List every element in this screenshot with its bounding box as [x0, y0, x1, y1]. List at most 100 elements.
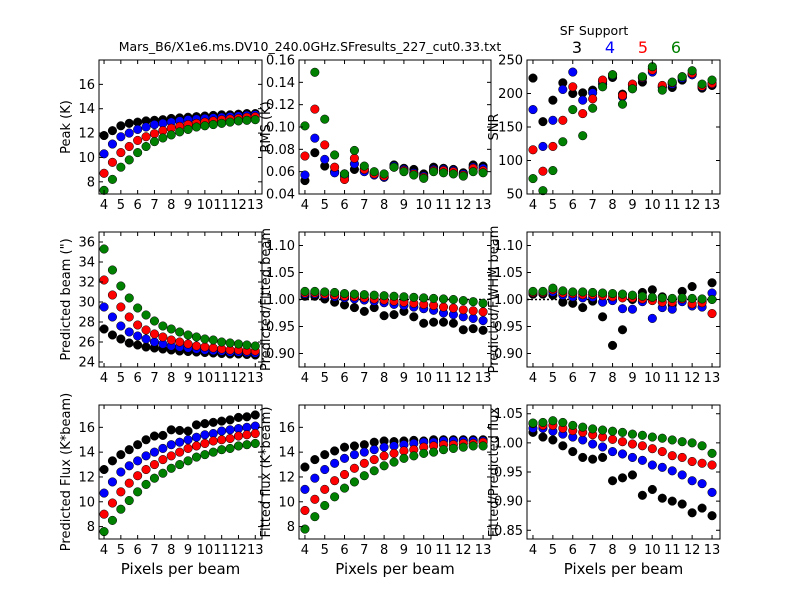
y-tick-label: 12 [78, 470, 95, 485]
data-point [438, 317, 449, 327]
y-tick-label: 0.08 [266, 143, 295, 158]
x-tick-label: 8 [167, 543, 175, 558]
data-point [617, 90, 628, 101]
legend-entry: 5 [638, 38, 648, 57]
data-point [438, 294, 449, 304]
data-point [158, 133, 168, 143]
series [528, 416, 717, 458]
data-point [617, 427, 628, 437]
data-point [107, 515, 117, 525]
data-point [538, 286, 548, 296]
data-point [359, 161, 369, 171]
series [528, 283, 717, 305]
data-point [320, 500, 330, 511]
x-tick-label: 13 [475, 198, 492, 213]
x-tick-label: 12 [455, 543, 472, 558]
data-point [141, 479, 151, 489]
data-point [183, 456, 193, 466]
x-tick-label: 8 [167, 371, 175, 386]
data-point [588, 94, 598, 104]
data-point [191, 432, 202, 442]
x-tick-label: 13 [475, 371, 492, 386]
data-point [399, 167, 409, 177]
data-point [217, 426, 227, 436]
data-point [310, 473, 320, 483]
x-tick-label: 7 [589, 371, 597, 386]
x-tick-label: 5 [321, 543, 329, 558]
data-point [558, 84, 568, 95]
data-point [133, 303, 143, 313]
data-point [330, 287, 340, 298]
data-point [677, 72, 687, 82]
data-point [141, 122, 151, 132]
data-point [200, 342, 210, 352]
y-tick-label: 0.10 [266, 121, 295, 136]
data-point [183, 443, 193, 453]
data-point [133, 148, 143, 158]
data-point [166, 440, 176, 450]
data-point [99, 275, 109, 285]
x-axis-label: Pixels per beam [335, 560, 455, 578]
x-tick-label: 11 [435, 371, 452, 386]
data-point [667, 496, 677, 506]
data-point [438, 168, 449, 178]
data-point [588, 454, 598, 464]
data-point [320, 464, 330, 475]
data-point [107, 126, 117, 136]
data-point [141, 451, 151, 461]
y-tick-label: 0.90 [494, 495, 523, 510]
data-point [578, 131, 588, 141]
data-point [429, 293, 439, 303]
data-point [528, 73, 538, 83]
data-point [448, 169, 458, 179]
data-point [409, 451, 419, 461]
x-tick-label: 5 [117, 198, 125, 213]
data-point [468, 324, 478, 334]
x-tick-label: 11 [664, 371, 681, 386]
data-point [320, 450, 330, 460]
data-point [233, 412, 244, 422]
data-point [647, 292, 657, 302]
x-tick-label: 8 [380, 198, 388, 213]
data-point [349, 303, 359, 313]
data-point [697, 458, 707, 468]
data-point [107, 139, 117, 149]
y-tick-label: 100 [498, 154, 523, 169]
x-tick-label: 4 [100, 543, 108, 558]
data-point [149, 316, 160, 326]
data-point [637, 430, 647, 440]
x-tick-label: 10 [644, 198, 661, 213]
subplot-pred_fwhm_beam: 4 5 6 7 8 9 10 11 12 13 0.90 0.95 1.00 1.05 1.10Predic… [487, 226, 721, 386]
data-point [608, 426, 618, 436]
data-point [149, 473, 160, 483]
data-point [330, 446, 340, 456]
data-point [528, 105, 538, 115]
y-tick-label: 0.90 [266, 347, 295, 362]
data-point [468, 297, 478, 307]
series [99, 115, 260, 195]
data-point [349, 450, 359, 460]
data-point [116, 487, 126, 497]
data-point [548, 141, 558, 151]
data-point [208, 417, 218, 427]
plot-area [299, 405, 491, 539]
data-point [349, 463, 359, 473]
data-point [637, 490, 647, 500]
data-point [141, 464, 151, 475]
data-point [183, 339, 193, 349]
x-tick-label: 12 [684, 371, 701, 386]
x-tick-label: 11 [213, 371, 230, 386]
data-point [149, 460, 160, 470]
y-tick-label: 30 [78, 296, 95, 311]
y-tick-label: 8 [87, 175, 95, 190]
data-point [379, 311, 389, 321]
data-point [429, 167, 439, 177]
data-point [389, 162, 399, 172]
data-point [419, 448, 429, 458]
data-point [200, 334, 210, 344]
x-tick-label: 10 [644, 543, 661, 558]
data-point [548, 416, 558, 426]
data-point [217, 435, 227, 445]
x-tick-label: 10 [415, 543, 432, 558]
x-tick-label: 4 [301, 371, 309, 386]
